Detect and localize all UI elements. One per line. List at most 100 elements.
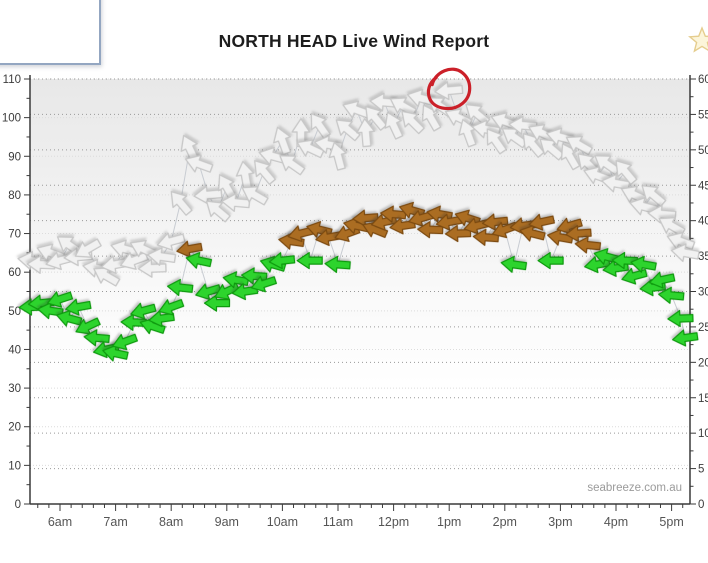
wind-gusts-arrow bbox=[545, 127, 575, 146]
wind-gusts-arrow bbox=[389, 97, 417, 117]
right-axis-tick-label: 5 bbox=[698, 464, 704, 476]
page-title: NORTH HEAD Live Wind Report bbox=[218, 31, 490, 51]
wind-gusts-arrow bbox=[335, 119, 361, 142]
wind-gusts-arrow bbox=[74, 238, 102, 258]
wind-gusts-arrow bbox=[241, 186, 269, 206]
wind-gusts-arrow bbox=[522, 133, 545, 158]
wind-gusts-arrow bbox=[273, 126, 292, 156]
gridlines bbox=[30, 78, 690, 470]
x-axis-tick-label: 9am bbox=[215, 515, 239, 529]
wind-average-arrow bbox=[630, 255, 657, 273]
left-axis-tick-label: 0 bbox=[15, 499, 21, 511]
wind-average-arrow bbox=[158, 299, 185, 316]
wind-average-arrow bbox=[481, 213, 509, 231]
x-axis-tick-label: 6am bbox=[48, 515, 72, 529]
wind-gusts-arrow bbox=[365, 105, 388, 131]
wind-average-arrow bbox=[519, 224, 546, 242]
right-axis-tick-label: 55 bbox=[698, 109, 708, 121]
wind-average-arrow bbox=[166, 278, 194, 297]
right-axis-tick-label: 45 bbox=[698, 180, 708, 192]
wind-average-arrow bbox=[667, 309, 694, 328]
wind-average-arrow bbox=[75, 317, 101, 335]
wind-gusts-arrow bbox=[658, 216, 686, 237]
right-axis-tick-label: 20 bbox=[698, 357, 708, 369]
right-axis-tick-label: 15 bbox=[698, 393, 708, 405]
right-axis-tick-label: 0 bbox=[698, 499, 704, 511]
left-axis-tick-label: 80 bbox=[8, 190, 21, 202]
wind-gusts-arrow bbox=[434, 81, 464, 101]
wind-average-arrow bbox=[102, 344, 129, 362]
wind-gusts-arrow bbox=[93, 267, 121, 287]
wind-average-arrow bbox=[47, 291, 74, 308]
left-axis-tick-label: 60 bbox=[8, 267, 21, 279]
wind-gusts-arrow bbox=[421, 104, 442, 132]
wind-average-arrow bbox=[315, 229, 342, 247]
left-axis-tick-label: 30 bbox=[8, 383, 21, 395]
wind-average-arrow bbox=[130, 302, 157, 320]
wind-gusts-arrow bbox=[629, 197, 659, 216]
left-axis-tick-label: 50 bbox=[8, 306, 21, 318]
wind-gusts-arrow bbox=[401, 110, 425, 135]
wind-gusts-arrow bbox=[279, 155, 306, 176]
wind-average-arrow bbox=[658, 286, 685, 304]
wind-gusts-arrow bbox=[486, 128, 507, 155]
left-axis-tick-label: 10 bbox=[8, 460, 21, 472]
left-axis-tick-label: 70 bbox=[8, 229, 21, 241]
wind-average-arrow bbox=[621, 267, 648, 285]
wind-average-arrow bbox=[528, 213, 555, 231]
wind-gusts-arrow bbox=[137, 258, 167, 278]
wind-average-arrows bbox=[18, 201, 699, 362]
wind-gusts-arrow bbox=[235, 160, 255, 190]
right-axis-tick-label: 10 bbox=[698, 428, 708, 440]
wind-gusts-arrow bbox=[156, 232, 186, 251]
x-axis-tick-label: 1pm bbox=[437, 515, 461, 529]
wind-average-arrow bbox=[195, 283, 222, 301]
favorite-star-icon[interactable] bbox=[687, 25, 708, 55]
left-axis-tick-label: 40 bbox=[8, 344, 21, 356]
wind-average-arrow bbox=[565, 224, 592, 243]
wind-gusts-arrow bbox=[310, 113, 331, 140]
wind-average-arrow bbox=[185, 251, 213, 269]
wind-average-arrow bbox=[324, 255, 351, 274]
wind-average-arrow bbox=[296, 252, 323, 270]
left-axis-tick-label: 100 bbox=[2, 113, 21, 125]
wind-gusts-arrow bbox=[666, 231, 696, 251]
wind-gusts-arrows bbox=[17, 81, 700, 287]
wind-average-arrow bbox=[139, 317, 166, 335]
wind-average-arrow bbox=[611, 251, 639, 270]
x-axis-tick-label: 3pm bbox=[548, 515, 572, 529]
wind-gusts-arrow bbox=[170, 190, 193, 216]
wind-average-arrow bbox=[537, 252, 564, 270]
wind-average-arrow bbox=[556, 217, 583, 235]
wind-average-arrow bbox=[648, 271, 676, 289]
wind-gusts-arrow bbox=[615, 160, 638, 185]
wind-gusts-arrow bbox=[565, 135, 593, 156]
wind-average-arrow bbox=[491, 221, 518, 239]
wind-average-arrow bbox=[352, 209, 379, 227]
x-axis-tick-label: 2pm bbox=[493, 515, 517, 529]
x-axis-tick-label: 8am bbox=[159, 515, 183, 529]
wind-average-arrow bbox=[203, 294, 231, 312]
wind-average-arrow bbox=[56, 309, 83, 327]
wind-gusts-arrow bbox=[601, 173, 631, 193]
x-axis-tick-label: 7am bbox=[103, 515, 127, 529]
x-axis-tick-label: 12pm bbox=[378, 515, 409, 529]
right-axis-tick-label: 60 bbox=[698, 74, 708, 86]
x-axis-tick-label: 4pm bbox=[604, 515, 628, 529]
wind-gusts-arrow bbox=[328, 141, 347, 171]
wind-average-arrow bbox=[574, 236, 602, 254]
window-corner-artifact bbox=[0, 0, 101, 65]
wind-average-arrow bbox=[65, 298, 92, 316]
wind-gusts-arrow bbox=[641, 185, 667, 207]
wind-average-arrow bbox=[176, 240, 203, 258]
x-axis-tick-label: 11am bbox=[323, 515, 353, 529]
star-shape[interactable] bbox=[688, 26, 708, 53]
wind-gusts-arrow bbox=[356, 118, 376, 148]
right-axis-tick-label: 30 bbox=[698, 287, 708, 299]
x-axis-tick-label: 10am bbox=[267, 515, 298, 529]
right-axis-tick-label: 35 bbox=[698, 251, 708, 263]
axes: 0 10 20 30 40 50 60 70 80 90 100 110 0 5 10 15 20 25 30 35 4… bbox=[2, 74, 708, 529]
right-axis-tick-label: 50 bbox=[698, 145, 708, 157]
